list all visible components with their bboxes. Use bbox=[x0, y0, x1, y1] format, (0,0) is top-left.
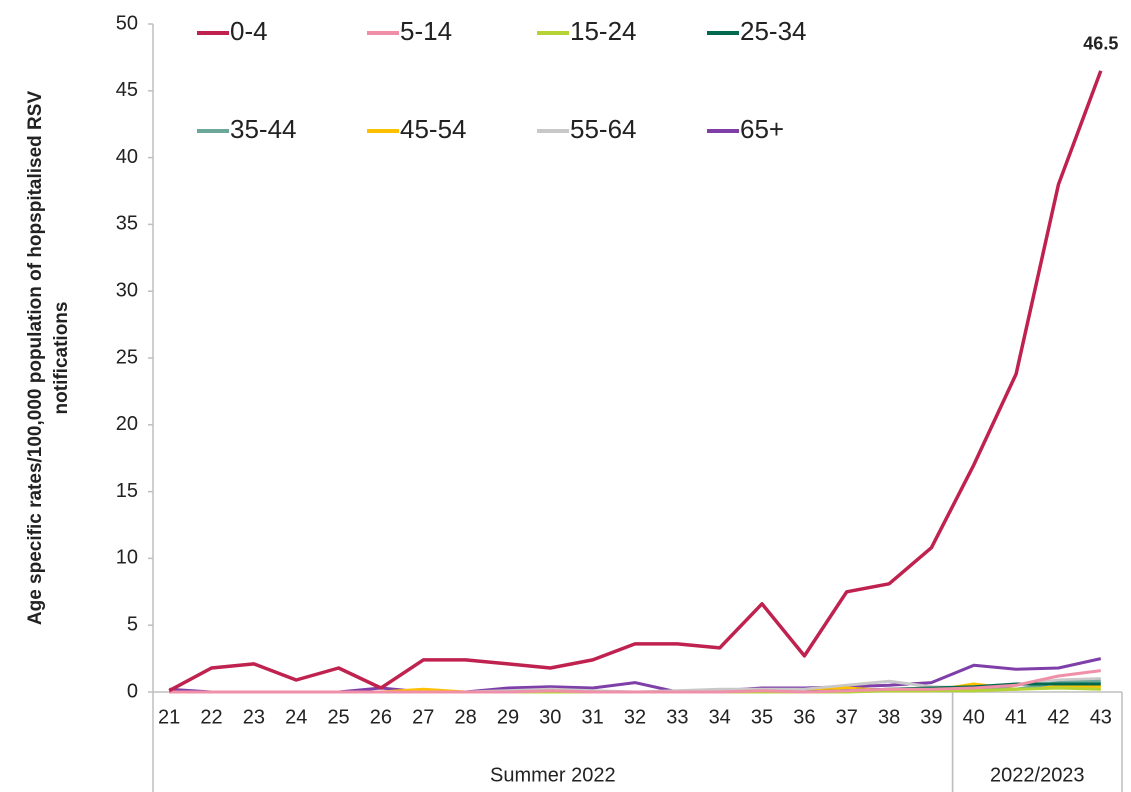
y-tick-label: 35 bbox=[116, 213, 138, 235]
legend-label: 15-24 bbox=[570, 16, 637, 46]
x-tick-label: 21 bbox=[158, 706, 180, 728]
y-tick-label: 45 bbox=[116, 79, 138, 101]
x-tick-label: 25 bbox=[327, 706, 349, 728]
y-tick-label: 40 bbox=[116, 146, 138, 168]
x-tick-label: 31 bbox=[582, 706, 604, 728]
y-tick-label: 25 bbox=[116, 346, 138, 368]
x-tick-label: 22 bbox=[200, 706, 222, 728]
y-tick-label: 30 bbox=[116, 279, 138, 301]
x-tick-label: 28 bbox=[454, 706, 476, 728]
y-tick-label: 50 bbox=[116, 12, 138, 34]
legend-label: 5-14 bbox=[400, 16, 452, 46]
x-tick-label: 24 bbox=[285, 706, 307, 728]
legend-label: 65+ bbox=[740, 114, 784, 144]
series-line bbox=[169, 669, 1101, 694]
x-tick-label: 43 bbox=[1090, 706, 1112, 728]
x-tick-label: 34 bbox=[709, 706, 731, 728]
y-tick-label: 15 bbox=[116, 480, 138, 502]
x-tick-label: 36 bbox=[793, 706, 815, 728]
group-label: 2022/2023 bbox=[990, 764, 1085, 786]
y-tick-label: 0 bbox=[127, 680, 138, 702]
x-tick-label: 35 bbox=[751, 706, 773, 728]
y-axis-label: Age specific rates/100,000 population of… bbox=[25, 91, 72, 626]
x-tick-label: 30 bbox=[539, 706, 561, 728]
x-tick-label: 33 bbox=[666, 706, 688, 728]
y-axis-label-line: Age specific rates/100,000 population of… bbox=[25, 91, 46, 626]
legend-label: 0-4 bbox=[230, 16, 268, 46]
x-tick-label: 32 bbox=[624, 706, 646, 728]
x-tick-label: 37 bbox=[836, 706, 858, 728]
legend-label: 45-54 bbox=[400, 114, 467, 144]
legend: 0-4 5-14 15-24 25-34 35-44 45-54 55-64 65+ bbox=[197, 16, 807, 144]
y-axis-label-line: notifications bbox=[51, 302, 72, 415]
y-tick-label: 10 bbox=[116, 547, 138, 569]
x-tick-label: 41 bbox=[1005, 706, 1027, 728]
group-label: Summer 2022 bbox=[490, 764, 616, 786]
x-tick-label: 40 bbox=[963, 706, 985, 728]
x-tick-label: 38 bbox=[878, 706, 900, 728]
series-line bbox=[168, 70, 1103, 693]
x-tick-label: 27 bbox=[412, 706, 434, 728]
legend-label: 55-64 bbox=[570, 114, 637, 144]
x-tick-label: 23 bbox=[243, 706, 265, 728]
y-tick-label: 20 bbox=[116, 413, 138, 435]
x-tick-label: 39 bbox=[920, 706, 942, 728]
legend-label: 35-44 bbox=[230, 114, 297, 144]
x-tick-label: 26 bbox=[370, 706, 392, 728]
data-label: 46.5 bbox=[1083, 34, 1118, 54]
x-tick-label: 42 bbox=[1047, 706, 1069, 728]
y-tick-label: 5 bbox=[127, 613, 138, 635]
x-tick-label: 29 bbox=[497, 706, 519, 728]
legend-label: 25-34 bbox=[740, 16, 807, 46]
